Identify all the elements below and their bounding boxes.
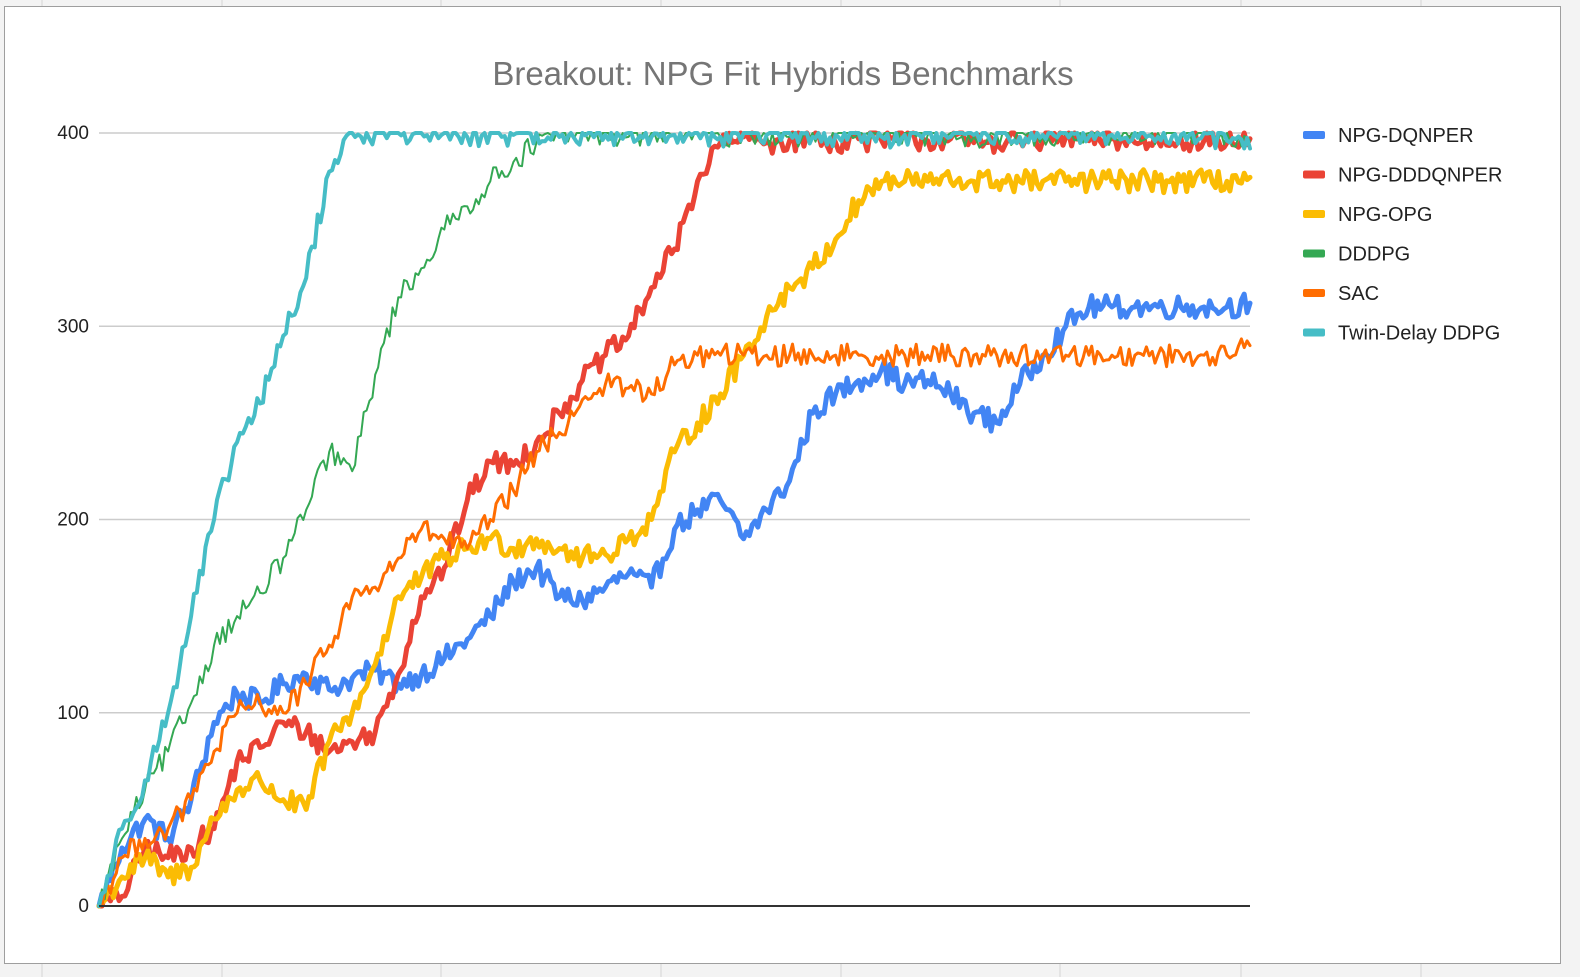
line-chart: Breakout: NPG Fit Hybrids Benchmarks 0 10… <box>57 55 1502 917</box>
y-tick-label: 0 <box>78 896 89 917</box>
legend-swatch <box>1303 131 1325 139</box>
series-lines <box>96 130 1253 909</box>
series-line-twin-delay-ddpg[interactable] <box>97 131 1252 908</box>
legend: NPG-DQNPER NPG-DDDQNPER NPG-OPG DDDPG SAC Twi… <box>1303 125 1502 345</box>
y-tick-label: 200 <box>57 510 89 531</box>
series-line-sac[interactable] <box>97 337 1252 908</box>
series-line-npg-opg[interactable] <box>96 167 1253 909</box>
legend-swatch <box>1303 249 1325 258</box>
legend-label[interactable]: NPG-DQNPER <box>1338 125 1474 147</box>
legend-label[interactable]: Twin-Delay DDPG <box>1338 323 1500 345</box>
gridlines <box>99 132 1250 714</box>
chart-container[interactable]: Breakout: NPG Fit Hybrids Benchmarks 0 10… <box>4 6 1561 964</box>
legend-swatch <box>1303 170 1325 179</box>
legend-label[interactable]: DDDPG <box>1338 244 1410 266</box>
legend-swatch <box>1303 289 1325 297</box>
legend-label[interactable]: NPG-DDDQNPER <box>1338 165 1502 187</box>
axes: 0 100 200 300 400 <box>57 123 1250 917</box>
y-tick-label: 100 <box>57 703 89 724</box>
legend-swatch <box>1303 210 1325 218</box>
series-line-npg-dqnper[interactable] <box>96 291 1253 909</box>
y-tick-label: 300 <box>57 316 89 337</box>
y-tick-label: 400 <box>57 123 89 144</box>
legend-label[interactable]: SAC <box>1338 283 1379 305</box>
legend-label[interactable]: NPG-OPG <box>1338 204 1432 226</box>
legend-swatch <box>1303 328 1325 337</box>
chart-title: Breakout: NPG Fit Hybrids Benchmarks <box>492 55 1073 92</box>
